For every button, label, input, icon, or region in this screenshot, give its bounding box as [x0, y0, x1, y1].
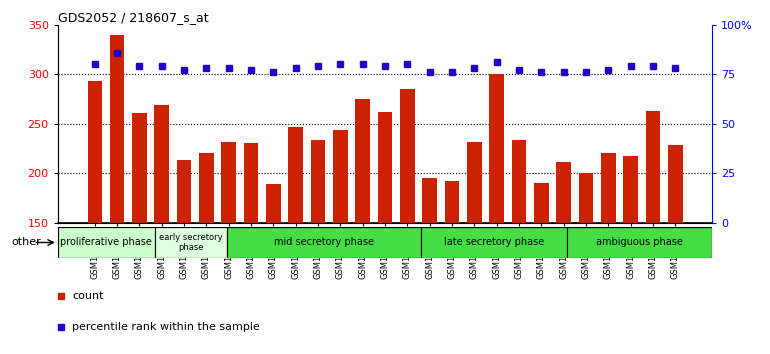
- Bar: [227, 227, 421, 258]
- Bar: [557, 161, 571, 223]
- Bar: [199, 153, 213, 223]
- Text: early secretory
phase: early secretory phase: [159, 233, 223, 252]
- Bar: [567, 227, 712, 258]
- Text: percentile rank within the sample: percentile rank within the sample: [72, 322, 260, 332]
- Text: mid secretory phase: mid secretory phase: [274, 238, 374, 247]
- Bar: [646, 111, 660, 223]
- Text: count: count: [72, 291, 104, 301]
- Bar: [155, 105, 169, 223]
- Bar: [132, 113, 146, 223]
- Text: proliferative phase: proliferative phase: [60, 238, 152, 247]
- Bar: [579, 173, 593, 223]
- Bar: [421, 227, 567, 258]
- Bar: [534, 183, 548, 223]
- Bar: [378, 112, 392, 223]
- Bar: [400, 89, 414, 223]
- Bar: [244, 143, 258, 223]
- Bar: [512, 140, 526, 223]
- Bar: [289, 127, 303, 223]
- Bar: [266, 184, 280, 223]
- Bar: [58, 227, 155, 258]
- Bar: [601, 153, 615, 223]
- Bar: [222, 142, 236, 223]
- Text: ambiguous phase: ambiguous phase: [596, 238, 683, 247]
- Text: late secretory phase: late secretory phase: [444, 238, 544, 247]
- Bar: [467, 142, 481, 223]
- Bar: [333, 130, 347, 223]
- Bar: [110, 35, 124, 223]
- Bar: [177, 160, 191, 223]
- Text: other: other: [12, 238, 42, 247]
- Bar: [155, 227, 227, 258]
- Bar: [490, 74, 504, 223]
- Bar: [668, 145, 682, 223]
- Bar: [624, 156, 638, 223]
- Bar: [356, 99, 370, 223]
- Bar: [445, 181, 459, 223]
- Bar: [423, 178, 437, 223]
- Bar: [311, 140, 325, 223]
- Bar: [88, 81, 102, 223]
- Text: GDS2052 / 218607_s_at: GDS2052 / 218607_s_at: [58, 11, 209, 24]
